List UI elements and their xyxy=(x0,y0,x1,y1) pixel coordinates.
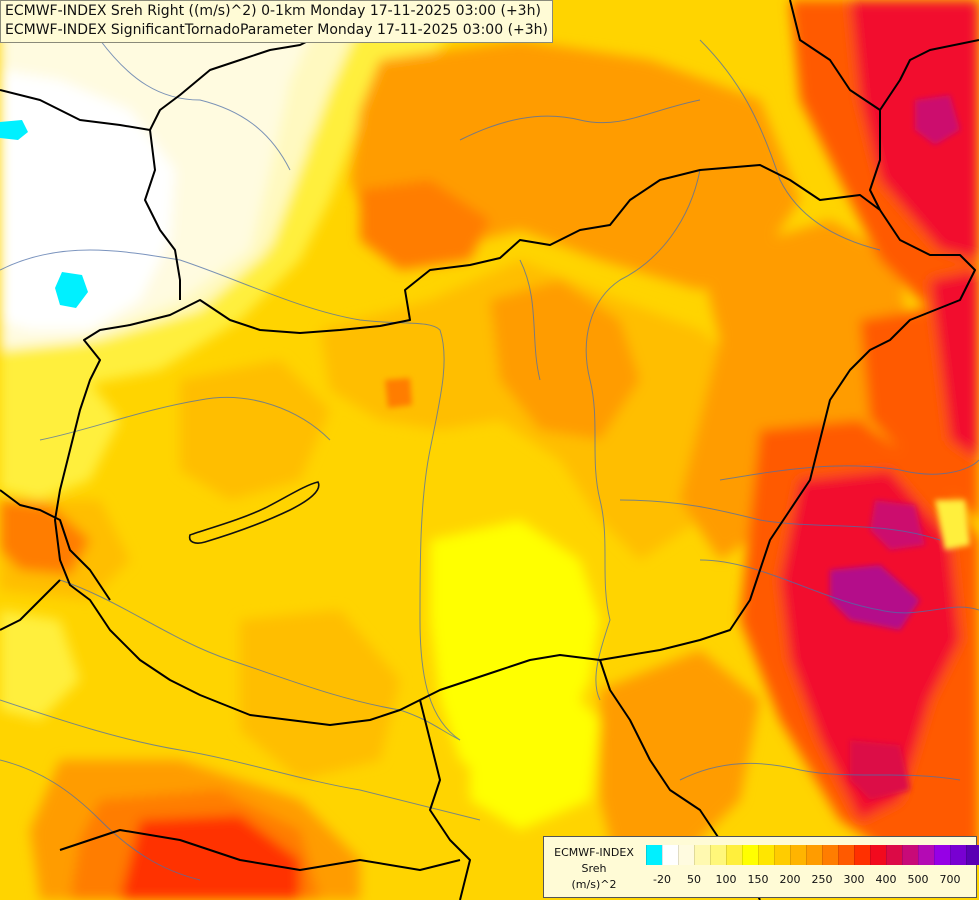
legend-swatch xyxy=(950,845,966,865)
legend-swatch xyxy=(694,845,710,865)
legend-tick: 300 xyxy=(843,873,865,886)
legend-swatch xyxy=(662,845,678,865)
field-magenta-ne xyxy=(915,95,960,145)
field-yellow-patch-se xyxy=(935,500,970,550)
legend-tick: 200 xyxy=(779,873,801,886)
field-red-s xyxy=(120,815,300,900)
border-austria-slovakia-west xyxy=(144,129,181,300)
field-amber-south xyxy=(240,610,400,780)
field-magenta-se1 xyxy=(870,500,925,550)
river-sava xyxy=(0,699,481,821)
field-yellow-north xyxy=(0,0,470,390)
field-bright-south xyxy=(470,680,600,830)
river-drava xyxy=(59,579,461,741)
legend-tick: -20 xyxy=(653,873,671,886)
legend-swatch xyxy=(822,845,838,865)
river-west-2 xyxy=(39,396,331,441)
legend-swatch xyxy=(902,845,918,865)
field-white-nw xyxy=(0,70,175,330)
river-sw xyxy=(0,759,201,881)
title-line-1: ECMWF-INDEX Sreh Right ((m/s)^2) 0-1km M… xyxy=(5,3,541,19)
legend-variable: Sreh xyxy=(581,862,607,875)
field-crimson-ne xyxy=(850,0,979,260)
field-orange-center xyxy=(490,280,640,440)
legend-swatch xyxy=(758,845,774,865)
river-east-2 xyxy=(699,559,979,614)
legend-swatch xyxy=(934,845,950,865)
legend-tick: 150 xyxy=(747,873,769,886)
legend-swatch xyxy=(726,845,742,865)
legend-swatch xyxy=(918,845,934,865)
legend-swatch xyxy=(710,845,726,865)
legend-swatch xyxy=(886,845,902,865)
river-mures xyxy=(619,499,941,541)
border-bosnia xyxy=(59,829,461,871)
lake-balaton xyxy=(188,481,320,544)
border-serbia-croatia xyxy=(419,699,471,900)
legend-color-scale xyxy=(646,845,979,865)
field-dorange-north xyxy=(360,180,490,270)
legend-tick: 400 xyxy=(875,873,897,886)
field-orange-se xyxy=(600,650,760,880)
river-north-1 xyxy=(459,99,701,141)
legend-swatch xyxy=(806,845,822,865)
river-se xyxy=(679,762,961,781)
field-cyan-cell-2 xyxy=(55,272,88,308)
border-romania-ukraine xyxy=(869,110,881,211)
legend-swatch xyxy=(678,845,694,865)
field-crimson-e xyxy=(930,270,979,460)
river-west-1 xyxy=(99,39,291,171)
field-magenta-se3 xyxy=(850,740,910,800)
legend-swatch xyxy=(966,845,979,865)
field-dorange-patch xyxy=(385,378,412,408)
map-title-box: ECMWF-INDEX Sreh Right ((m/s)^2) 0-1km M… xyxy=(0,0,553,43)
river-east-1 xyxy=(719,459,979,481)
field-crimson-se xyxy=(780,470,960,820)
field-dorange-sw xyxy=(0,500,90,575)
legend-title: ECMWF-INDEX xyxy=(554,846,634,859)
legend-units: (m/s)^2 xyxy=(571,878,617,891)
legend-tick: 700 xyxy=(939,873,961,886)
river-north-2 xyxy=(519,259,541,381)
legend-swatch xyxy=(774,845,790,865)
legend-tick: 250 xyxy=(811,873,833,886)
legend-tick: 100 xyxy=(715,873,737,886)
color-legend: ECMWF-INDEX Sreh (m/s)^2 -20 50 100 150 200 2… xyxy=(543,836,979,898)
field-orange-east xyxy=(680,220,910,560)
border-austria-slovenia xyxy=(0,489,111,601)
legend-swatch xyxy=(646,845,662,865)
field-yellow-sw xyxy=(0,610,80,720)
field-orange-west xyxy=(180,360,330,500)
title-line-2: ECMWF-INDEX SignificantTornadoParameter … xyxy=(5,22,548,38)
border-croatia xyxy=(0,579,61,631)
river-ne xyxy=(699,39,881,251)
legend-tick: 500 xyxy=(907,873,929,886)
legend-swatch xyxy=(742,845,758,865)
border-hungary xyxy=(54,164,976,726)
field-magenta-se2 xyxy=(830,565,920,630)
river-tisza xyxy=(585,169,701,701)
legend-swatch xyxy=(790,845,806,865)
field-cyan-cell-1 xyxy=(0,120,28,140)
legend-tick: 50 xyxy=(687,873,701,886)
legend-swatch xyxy=(854,845,870,865)
legend-swatch xyxy=(870,845,886,865)
legend-swatch xyxy=(838,845,854,865)
